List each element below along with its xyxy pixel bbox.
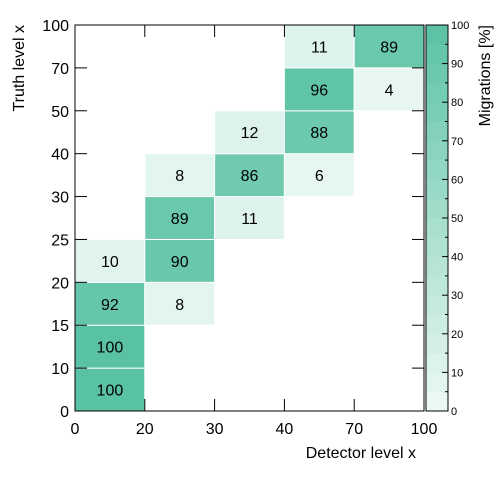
colorbar-segment xyxy=(426,237,448,258)
colorbar-segment xyxy=(426,160,448,180)
heatmap-cell xyxy=(214,196,285,240)
heatmap-cell-label: 86 xyxy=(241,168,259,185)
colorbar-tick-label: 10 xyxy=(451,367,463,379)
plot-frame xyxy=(74,24,425,412)
colorbar-segment xyxy=(426,179,448,200)
heatmap-cell xyxy=(144,281,216,326)
y-axis-tick-labels: 0 10 15 20 25 30 40 50 70 100 xyxy=(42,18,69,421)
colorbar-segment xyxy=(426,121,448,142)
colorbar-segment xyxy=(426,314,448,335)
y-axis-tick-label: 20 xyxy=(51,275,69,292)
colorbar-segment xyxy=(426,391,448,412)
colorbar-segment xyxy=(426,353,448,373)
colorbar-tick-label: 20 xyxy=(451,329,463,341)
colorbar-segment xyxy=(426,140,448,161)
heatmap-cell-label: 8 xyxy=(175,168,184,185)
heatmap-cell-label: 89 xyxy=(171,211,189,228)
colorbar-tick-label: 90 xyxy=(451,59,463,71)
heatmap-cell-label: 11 xyxy=(241,211,258,228)
heatmap-cell-label: 92 xyxy=(101,297,119,314)
y-axis-tick-label: 15 xyxy=(51,318,69,335)
heatmap-cell-label: 12 xyxy=(241,125,259,142)
colorbar-segment xyxy=(426,63,448,84)
heatmap-cell xyxy=(74,367,146,412)
heatmap-cell-label: 90 xyxy=(171,254,189,271)
heatmap-cell-label: 96 xyxy=(310,82,328,99)
colorbar-segment xyxy=(426,275,448,296)
x-axis-title: Detector level x xyxy=(306,445,416,462)
colorbar-tick-label: 0 xyxy=(451,406,457,418)
heatmap-cell-label: 88 xyxy=(310,125,328,142)
heatmap-cell-label: 100 xyxy=(97,383,124,400)
heatmap-cell xyxy=(353,24,425,69)
heatmap-cell-label: 100 xyxy=(97,340,124,357)
colorbar-segment xyxy=(426,44,448,65)
axis-ticks xyxy=(74,24,425,412)
heatmap-cell xyxy=(283,110,355,155)
heatmap-cell xyxy=(214,110,285,155)
colorbar-segment xyxy=(426,256,448,277)
y-axis-tick-label: 25 xyxy=(51,232,69,249)
colorbar-segment xyxy=(426,372,448,393)
heatmap-cell xyxy=(144,238,216,283)
y-axis-tick-label: 40 xyxy=(51,147,69,164)
heatmap-cell-label: 6 xyxy=(315,168,324,185)
colorbar-title: Migrations [%] xyxy=(477,25,494,126)
x-axis-tick-label: 100 xyxy=(411,421,438,438)
heatmap-cell-label: 11 xyxy=(311,39,328,56)
colorbar-tick-label: 100 xyxy=(451,20,469,32)
heatmap-cells xyxy=(74,24,425,412)
colorbar-tick-label: 40 xyxy=(451,252,463,264)
heatmap-cell xyxy=(283,24,355,69)
colorbar-segment xyxy=(426,198,448,219)
y-axis-tick-label: 100 xyxy=(42,18,69,35)
colorbar-segment xyxy=(426,333,448,354)
heatmap-cell-label: 89 xyxy=(380,39,398,56)
colorbar-segment xyxy=(426,25,448,45)
y-axis-title: Truth level x xyxy=(11,25,28,112)
colorbar-segment xyxy=(426,295,448,315)
y-axis-tick-label: 70 xyxy=(51,61,69,78)
colorbar-tick-label: 60 xyxy=(451,174,463,186)
heatmap-cell xyxy=(283,67,355,112)
heatmap-cell xyxy=(74,281,146,326)
y-axis-tick-label: 30 xyxy=(51,190,69,207)
x-axis-tick-label: 30 xyxy=(206,421,224,438)
y-axis-tick-label: 50 xyxy=(51,104,69,121)
colorbar-tick-label: 50 xyxy=(451,213,463,225)
x-axis-tick-labels: 0 20 30 40 70 100 xyxy=(71,421,438,438)
y-axis-tick-label: 10 xyxy=(51,361,69,378)
x-axis-tick-label: 20 xyxy=(136,421,154,438)
x-axis-tick-label: 40 xyxy=(276,421,294,438)
colorbar-tick-label: 80 xyxy=(451,97,463,109)
colorbar-segment xyxy=(426,102,448,122)
colorbar-segment xyxy=(426,82,448,103)
heatmap-cell xyxy=(283,153,355,198)
x-axis-tick-label: 70 xyxy=(345,421,363,438)
heatmap-cell-label: 10 xyxy=(101,254,119,271)
x-axis-tick-label: 0 xyxy=(71,421,80,438)
colorbar-tick-label: 70 xyxy=(451,136,463,148)
heatmap-cell xyxy=(144,153,216,198)
heatmap-cell-labels: 100 100 92 8 10 90 89 11 8 86 6 12 88 96 4 11 89 xyxy=(97,39,399,399)
y-axis-tick-label: 0 xyxy=(60,404,69,421)
heatmap-cell xyxy=(353,67,425,112)
heatmap-cell xyxy=(74,238,146,283)
colorbar: 0 10 20 30 40 50 60 70 80 90 100 xyxy=(425,20,469,418)
heatmap-cell-label: 8 xyxy=(175,297,184,314)
heatmap-cell-label: 4 xyxy=(385,82,394,99)
colorbar-tick-label: 30 xyxy=(451,290,463,302)
colorbar-segment xyxy=(426,218,448,238)
